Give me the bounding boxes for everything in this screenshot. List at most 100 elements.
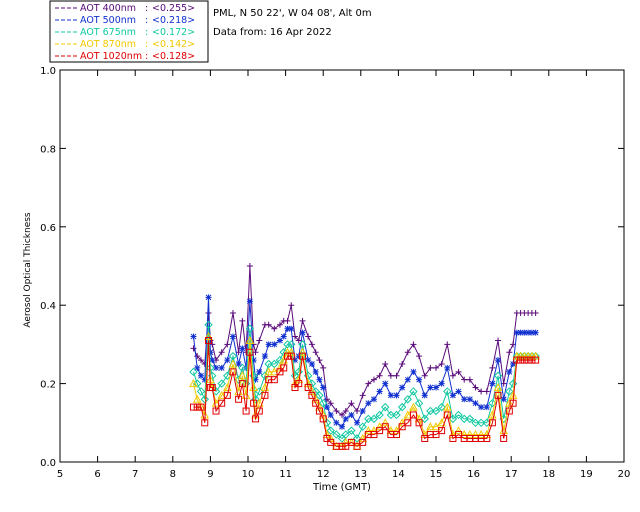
data-point-square [250, 399, 258, 407]
data-point-square [189, 403, 197, 411]
data-point-star [213, 364, 220, 371]
data-point-square [513, 356, 521, 364]
data-point-star [198, 372, 204, 379]
data-point-square [393, 431, 401, 439]
data-point-triangle [431, 422, 441, 431]
data-point-square [304, 384, 312, 392]
data-point-triangle [454, 426, 463, 435]
y-tick-label: 1.0 [40, 66, 56, 77]
data-point-plus [256, 337, 263, 344]
data-point-plus [382, 361, 389, 367]
data-point-diamond [217, 379, 226, 388]
data-point-star [444, 364, 451, 371]
data-point-square [432, 431, 440, 439]
x-tick-label: 13 [354, 469, 367, 480]
data-point-diamond [476, 418, 486, 428]
legend-mean: <0.142> [152, 39, 195, 50]
x-tick-label: 17 [505, 469, 518, 480]
data-point-square [483, 434, 491, 442]
data-point-star [305, 357, 312, 364]
data-point-plus [342, 408, 349, 415]
data-point-triangle [493, 382, 503, 392]
legend-label: AOT 500nm [80, 15, 136, 26]
series-4 [189, 336, 540, 450]
x-tick-label: 12 [317, 469, 330, 480]
data-point-star [513, 329, 520, 336]
data-point-star [466, 396, 473, 403]
y-tick-label: 0.6 [40, 223, 56, 234]
data-point-star [235, 361, 242, 367]
x-tick-label: 14 [392, 469, 405, 480]
legend-item: AOT 870nm: <0.142> [55, 39, 195, 50]
data-point-plus [416, 353, 423, 360]
data-point-square [252, 415, 260, 423]
data-point-square [323, 434, 331, 442]
legend-label: AOT 1020nm [80, 51, 142, 62]
data-point-star [271, 341, 278, 348]
data-point-square [312, 399, 320, 407]
data-point-diamond [431, 406, 441, 416]
data-point-plus [455, 368, 462, 375]
data-point-square [528, 356, 536, 364]
data-point-square [376, 427, 384, 435]
x-tick-label: 8 [170, 469, 176, 480]
data-point-star [239, 345, 246, 352]
data-point-star [288, 325, 295, 332]
data-point-square [246, 348, 254, 356]
data-point-diamond [196, 387, 206, 396]
data-point-diamond [471, 418, 480, 428]
data-point-plus [483, 388, 490, 395]
data-point-plus [348, 400, 355, 407]
data-point-square [359, 438, 367, 446]
data-point-plus [365, 380, 372, 387]
data-point-plus [327, 400, 334, 407]
data-point-diamond [375, 410, 384, 420]
legend-mean: <0.218> [152, 15, 195, 26]
data-point-square [201, 419, 209, 427]
data-point-plus [333, 408, 340, 415]
data-point-star [438, 380, 445, 387]
data-point-plus [218, 349, 225, 356]
legend-mean: <0.172> [152, 27, 195, 38]
data-point-plus [250, 341, 257, 348]
data-point-star [365, 400, 372, 407]
data-point-plus [478, 388, 485, 395]
data-point-square [327, 438, 335, 446]
x-tick-label: 18 [542, 469, 555, 480]
data-point-star [207, 349, 214, 356]
data-point-plus [292, 333, 298, 340]
data-point-star [209, 357, 216, 364]
data-point-star [224, 357, 231, 364]
data-point-diamond [189, 367, 198, 377]
data-point-diamond [332, 430, 341, 439]
data-point-square [208, 384, 216, 392]
data-point-diamond [459, 414, 469, 424]
data-point-star [433, 384, 439, 391]
data-point-plus [532, 310, 539, 317]
data-point-square [238, 380, 246, 388]
legend-mean-sep: : [145, 3, 148, 14]
data-point-star [449, 392, 456, 399]
data-point-plus [316, 357, 323, 364]
data-point-square [505, 407, 513, 415]
data-point-diamond [369, 414, 379, 424]
data-point-square [242, 407, 250, 415]
data-point-star [472, 400, 479, 407]
plot-area [59, 69, 625, 463]
legend-label: AOT 870nm [80, 39, 136, 50]
data-point-plus [276, 321, 283, 328]
data-point-triangle [459, 430, 469, 439]
data-point-star [489, 380, 496, 387]
data-point-diamond [386, 410, 396, 420]
data-point-triangle [245, 335, 255, 344]
data-point-square [532, 356, 540, 364]
data-point-triangle [392, 426, 401, 435]
data-point-triangle [286, 347, 296, 356]
data-point-plus [239, 317, 246, 324]
legend-mean: <0.255> [152, 3, 195, 14]
data-point-square [347, 438, 355, 446]
data-point-diamond [409, 387, 418, 396]
x-tick-label: 19 [580, 469, 593, 480]
data-point-plus [198, 357, 204, 364]
data-point-square [404, 419, 412, 427]
